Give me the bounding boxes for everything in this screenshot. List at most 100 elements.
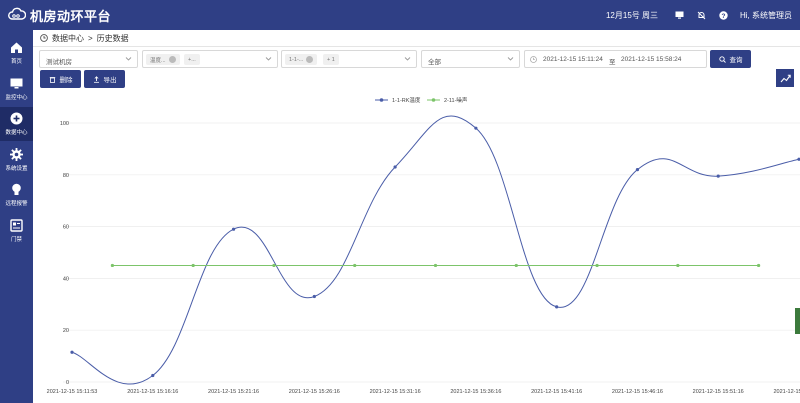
scope-select[interactable]: 全部: [421, 50, 520, 68]
y-tick-label: 60: [63, 225, 69, 231]
room-select-value: 测试机房: [46, 59, 72, 66]
x-tick-label: 2021-12-15 15:36:16: [450, 389, 501, 395]
sidebar-item-settings[interactable]: 系统设置: [0, 143, 33, 177]
help-icon[interactable]: ?: [718, 10, 728, 20]
scope-select-value: 全部: [428, 59, 441, 66]
point-tag: 1-1-...: [285, 54, 318, 65]
device-more-tag: +...: [184, 54, 200, 65]
sidebar-item-monitor[interactable]: 监控中心: [0, 72, 33, 106]
legend-label[interactable]: 2-11-噪声: [444, 96, 468, 104]
series-line-1: [71, 115, 800, 385]
range-separator: 至: [609, 59, 616, 66]
data-point[interactable]: [110, 263, 114, 268]
chart-view-toggle[interactable]: [776, 69, 794, 87]
sidebar-item-label: 数据中心: [5, 130, 28, 136]
header-datetime: 12月15号 周三: [605, 10, 658, 20]
chevron-down-icon: [404, 57, 411, 61]
x-tick-label: 2021-12-15 15:51:16: [693, 389, 744, 395]
screen-icon[interactable]: [674, 10, 684, 20]
point-multiselect[interactable]: 1-1-... + 1: [281, 50, 417, 68]
data-point[interactable]: [595, 263, 599, 268]
x-tick-label: 2021-12-15 15:41:16: [531, 389, 582, 395]
end-datetime[interactable]: 2021-12-15 15:58:24: [621, 56, 682, 63]
tag-close-icon[interactable]: [168, 56, 176, 63]
sidebar-item-remote-alarm[interactable]: 远程报警: [0, 178, 33, 212]
chevron-down-icon: [265, 57, 272, 61]
sidebar-item-label: 门禁: [10, 237, 22, 243]
point-more-tag: + 1: [323, 54, 339, 65]
chevron-down-icon: [125, 57, 132, 61]
y-tick-label: 40: [63, 276, 69, 282]
search-icon: [718, 55, 726, 63]
start-datetime[interactable]: 2021-12-15 15:11:24: [543, 56, 603, 63]
tag-close-icon[interactable]: [306, 56, 314, 63]
x-tick-label: 2021-12-15 15:11:53: [47, 389, 98, 395]
legend-swatch-dot: [379, 98, 384, 102]
data-point[interactable]: [716, 174, 720, 178]
data-point[interactable]: [433, 263, 438, 268]
data-point[interactable]: [231, 227, 236, 231]
cloud-logo-icon: [8, 7, 26, 20]
data-point[interactable]: [312, 294, 316, 299]
export-icon: [93, 75, 99, 83]
home-icon: [11, 42, 22, 53]
delete-button-label: 删除: [59, 77, 73, 84]
sidebar-item-access[interactable]: 门禁: [0, 214, 33, 248]
y-tick-label: 0: [66, 380, 69, 386]
data-point[interactable]: [393, 165, 397, 169]
query-button[interactable]: 查询: [710, 50, 751, 68]
delete-button[interactable]: 删除: [40, 70, 81, 88]
data-point[interactable]: [555, 305, 559, 309]
line-chart-icon: [780, 74, 791, 82]
trash-icon: [49, 76, 55, 83]
y-tick-label: 80: [63, 173, 69, 179]
x-tick-label: 2021-12-15 15:21:16: [208, 389, 259, 395]
data-point[interactable]: [151, 373, 155, 378]
date-range-picker[interactable]: 2021-12-15 15:11:24 至 2021-12-15 15:58:2…: [524, 50, 707, 68]
history-line-chart: 1-1-RK温度 2-11-噪声 0 20 40 60 80 100 2021-12-15 …: [47, 96, 800, 395]
x-tick-label: 2021-12-15 15:31:16: [370, 389, 421, 395]
sidebar-item-label: 监控中心: [5, 95, 28, 101]
clock-icon: [530, 56, 537, 63]
data-point[interactable]: [353, 263, 357, 268]
sidebar-item-label: 远程报警: [5, 201, 28, 207]
export-button-label: 导出: [103, 77, 117, 84]
data-center-icon: [10, 112, 23, 125]
sidebar: 首页 监控中心 数据中心 系统设置 远程报警 门禁: [0, 30, 33, 403]
data-point[interactable]: [757, 263, 761, 268]
x-tick-label: 2021-12-15 15:46:16: [612, 389, 663, 395]
sidebar-item-home[interactable]: 首页: [0, 36, 33, 70]
sidebar-item-data-center[interactable]: 数据中心: [0, 107, 33, 141]
top-bar: 机房动环平台 12月15号 周三 ? Hi, 系统管理员: [0, 0, 800, 30]
data-point[interactable]: [191, 263, 195, 268]
data-point[interactable]: [514, 263, 518, 268]
gear-icon: [10, 148, 23, 161]
breadcrumb: 数据中心 > 历史数据: [40, 32, 129, 44]
user-greeting[interactable]: Hi, 系统管理员: [740, 10, 792, 20]
side-scroll-handle[interactable]: [795, 308, 800, 334]
bell-off-icon[interactable]: [696, 10, 706, 20]
export-button[interactable]: 导出: [84, 70, 125, 88]
device-multiselect[interactable]: 温度... +...: [142, 50, 278, 68]
divider: [33, 46, 800, 47]
sidebar-item-label: 系统设置: [5, 166, 28, 172]
data-point[interactable]: [272, 263, 276, 268]
device-tag: 温度...: [146, 54, 180, 65]
data-point[interactable]: [676, 263, 680, 268]
y-tick-label: 100: [60, 121, 69, 127]
breadcrumb-parent[interactable]: 数据中心: [52, 33, 84, 43]
data-point[interactable]: [635, 168, 640, 172]
data-point[interactable]: [70, 350, 74, 354]
data-point[interactable]: [474, 126, 478, 130]
breadcrumb-current: 历史数据: [96, 33, 129, 43]
room-select[interactable]: 测试机房: [39, 50, 138, 68]
clock-icon: [40, 34, 48, 42]
data-point[interactable]: [797, 157, 800, 161]
x-tick-label: 2021-12-15 15:26:16: [289, 389, 340, 395]
svg-text:?: ?: [721, 12, 725, 19]
sidebar-item-label: 首页: [10, 59, 22, 65]
x-tick-label: 2021-12-15 15:56:16: [773, 389, 800, 395]
access-card-icon: [10, 219, 23, 232]
query-button-label: 查询: [729, 57, 743, 64]
legend-label[interactable]: 1-1-RK温度: [392, 96, 421, 104]
